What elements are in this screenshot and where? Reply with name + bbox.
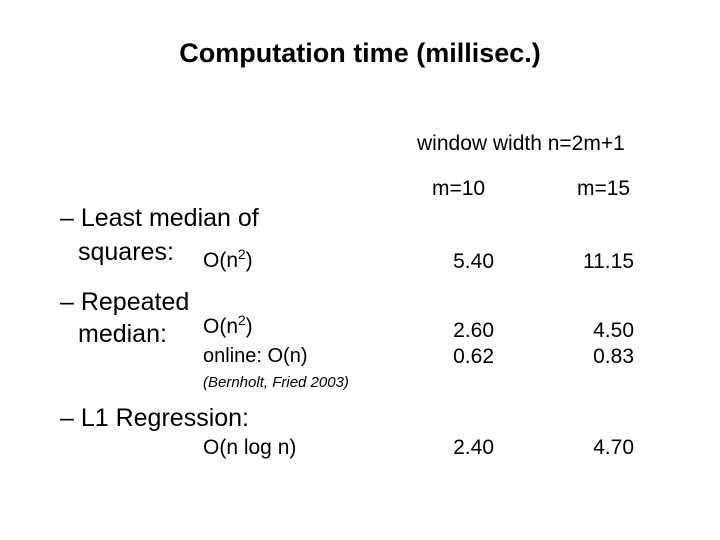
rm-label-line2: median:	[78, 320, 167, 348]
rm-complexity: O(n2)	[203, 313, 253, 338]
lms-complexity-exponent: 2	[238, 247, 246, 262]
l1-value-m15: 4.70	[593, 436, 634, 459]
window-width-header: window width n=2m+1	[417, 132, 625, 155]
rm-online-complexity: online: O(n)	[203, 345, 308, 367]
lms-value-m10: 5.40	[453, 250, 494, 273]
column-header-m15: m=15	[577, 177, 631, 200]
lms-label-line2: squares:	[78, 238, 174, 266]
rm-label-line1: – Repeated	[60, 288, 190, 316]
rm-complexity-exponent: 2	[238, 313, 246, 328]
rm-complexity-close: )	[245, 315, 253, 338]
lms-complexity-base: O(n	[203, 249, 239, 272]
rm-online-value-m10: 0.62	[453, 345, 494, 368]
rm-value-m15: 4.50	[593, 319, 634, 342]
rm-complexity-base: O(n	[203, 315, 239, 338]
lms-complexity: O(n2)	[203, 247, 253, 272]
rm-online-value-m15: 0.83	[593, 345, 634, 368]
l1-label: – L1 Regression:	[60, 404, 250, 432]
lms-complexity-close: )	[245, 249, 253, 272]
rm-citation: (Bernholt, Fried 2003)	[203, 374, 349, 391]
l1-value-m10: 2.40	[453, 436, 494, 459]
slide-title: Computation time (millisec.)	[179, 38, 541, 68]
lms-value-m15: 11.15	[583, 250, 634, 273]
rm-value-m10: 2.60	[453, 319, 494, 342]
column-header-m10: m=10	[432, 177, 486, 200]
lms-label-line1: – Least median of	[60, 204, 259, 232]
l1-complexity: O(n log n)	[203, 436, 297, 459]
